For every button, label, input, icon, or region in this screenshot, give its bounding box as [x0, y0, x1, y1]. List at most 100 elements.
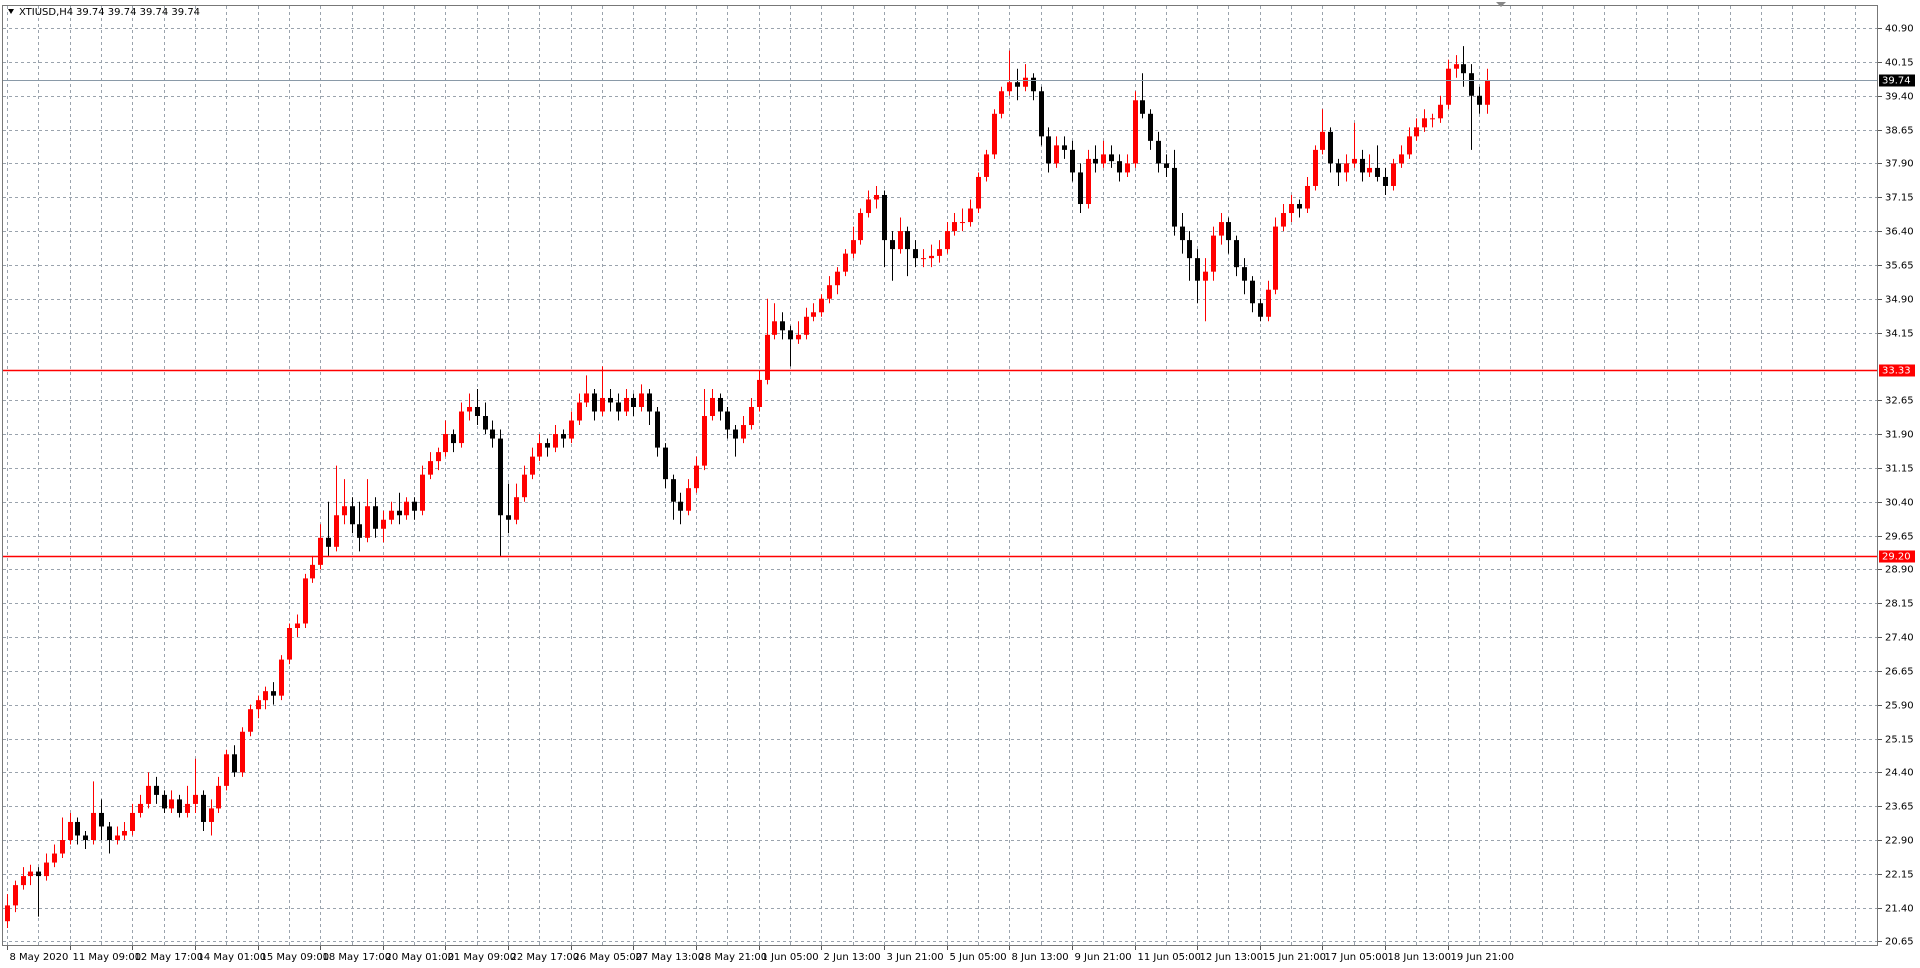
- candle-body: [530, 456, 535, 475]
- candle-body: [1211, 235, 1216, 272]
- candle-body: [968, 208, 973, 223]
- candle-body: [490, 429, 495, 439]
- candle-body: [475, 406, 480, 417]
- x-tick-label: 11 Jun 05:00: [1138, 952, 1202, 963]
- candle-body: [553, 434, 558, 448]
- candle-body: [1446, 68, 1451, 105]
- level-label: 29.20: [1882, 552, 1911, 563]
- candle-body: [5, 905, 10, 922]
- candle-body: [702, 416, 707, 466]
- candle-body: [162, 794, 167, 809]
- candle-body: [945, 231, 950, 250]
- candle-body: [216, 785, 221, 809]
- candle-body: [342, 506, 347, 516]
- y-tick-label: 22.90: [1885, 836, 1914, 847]
- candle-body: [537, 443, 542, 457]
- candle-body: [725, 411, 730, 430]
- candle-body: [1297, 204, 1302, 209]
- candle-body: [209, 808, 214, 822]
- y-tick-label: 21.40: [1885, 904, 1914, 915]
- y-tick-label: 40.15: [1885, 58, 1914, 69]
- candle-body: [1367, 167, 1372, 173]
- y-tick-label: 28.15: [1885, 599, 1914, 610]
- axes: 40.90 40.15 39.40 38.65 37.90 37.15 36.40 35.65…: [7, 24, 1915, 963]
- candle-body: [91, 812, 96, 841]
- candle-body: [1156, 140, 1161, 164]
- candle-body: [44, 862, 49, 877]
- candle-body: [13, 885, 18, 906]
- candle-body: [318, 537, 323, 565]
- x-tick-label: 12 May 17:00: [135, 952, 204, 963]
- candle-body: [749, 406, 754, 426]
- candle-body: [201, 794, 206, 822]
- candle-body: [1258, 303, 1263, 317]
- candle-body: [483, 416, 488, 430]
- candle-body: [1086, 158, 1091, 205]
- candle-body: [83, 835, 88, 841]
- candle-body: [1242, 267, 1247, 281]
- candle-body: [138, 803, 143, 813]
- candle-body: [608, 397, 613, 403]
- x-tick-label: 26 May 05:00: [574, 952, 643, 963]
- candle-body: [1007, 82, 1012, 92]
- y-tick-label: 29.65: [1885, 532, 1914, 543]
- candle-body: [412, 501, 417, 511]
- candle-body: [937, 249, 942, 256]
- x-tick-label: 21 May 09:00: [448, 952, 517, 963]
- last-price-label: 39.74: [1882, 76, 1911, 87]
- candle-body: [436, 452, 441, 462]
- candle-body: [561, 434, 566, 439]
- candle-body: [295, 623, 300, 629]
- candle-body: [1344, 163, 1349, 173]
- candle-body: [1226, 222, 1231, 241]
- candle-body: [1485, 80, 1490, 105]
- candle-body: [1266, 289, 1271, 317]
- y-tick-label: 38.65: [1885, 126, 1914, 137]
- candle-body: [28, 871, 33, 877]
- plot-frame: [2, 5, 1878, 946]
- x-tick-label: 2 Jun 13:00: [824, 952, 881, 963]
- candle-body: [694, 465, 699, 489]
- candle-body: [303, 578, 308, 624]
- candle-body: [952, 222, 957, 232]
- candle-body: [631, 397, 636, 407]
- x-tick-label: 14 May 01:00: [198, 952, 267, 963]
- candle-body: [36, 871, 41, 877]
- candle-body: [976, 176, 981, 209]
- candle-body: [913, 249, 918, 259]
- x-tick-label: 18 Jun 13:00: [1388, 952, 1452, 963]
- candle-body: [1180, 226, 1185, 241]
- x-tick-label: 17 Jun 05:00: [1325, 952, 1389, 963]
- candle-body: [1250, 280, 1255, 304]
- y-tick-label: 35.65: [1885, 261, 1914, 272]
- quote: 39.74 39.74 39.74 39.74: [76, 7, 200, 18]
- candle-body: [1289, 204, 1294, 214]
- candle-body: [874, 194, 879, 200]
- candle-body: [514, 497, 519, 520]
- candle-body: [1195, 258, 1200, 281]
- candle-body: [1015, 82, 1020, 87]
- candle-body: [248, 709, 253, 732]
- candle-body: [467, 406, 472, 412]
- candle-body: [1469, 73, 1474, 96]
- y-tick-label: 39.40: [1885, 92, 1914, 103]
- candle-body: [1430, 118, 1435, 120]
- level-label-box: [1879, 550, 1915, 563]
- candle-body: [1391, 163, 1396, 186]
- candle-body: [999, 91, 1004, 114]
- candle-body: [1454, 64, 1459, 69]
- candle-body: [404, 501, 409, 516]
- menu-arrow[interactable]: [8, 9, 14, 14]
- candle-body: [584, 393, 589, 403]
- x-tick-label: 15 Jun 21:00: [1263, 952, 1327, 963]
- x-tick-label: 5 Jun 05:00: [950, 952, 1007, 963]
- candle-body: [1461, 64, 1466, 74]
- candle-body: [60, 840, 65, 854]
- candle-body: [1234, 240, 1239, 268]
- candle-body: [389, 510, 394, 520]
- candle-body: [1140, 100, 1145, 114]
- candle-body: [671, 479, 676, 502]
- candle-body: [569, 420, 574, 439]
- y-tick-label: 36.40: [1885, 227, 1914, 238]
